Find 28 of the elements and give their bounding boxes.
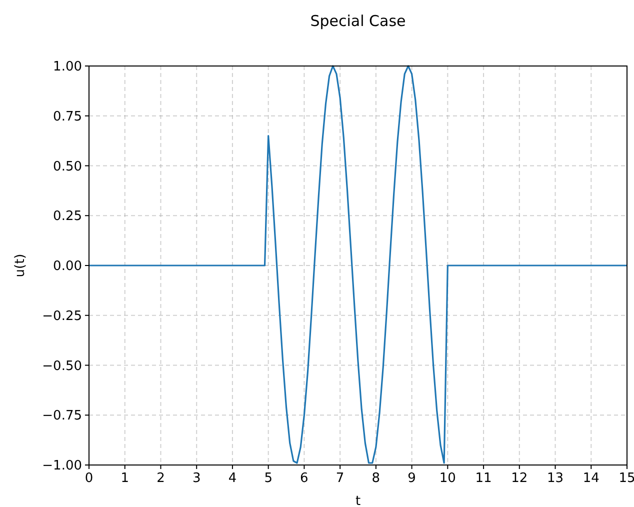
x-tick-label: 6: [300, 471, 308, 486]
x-tick-label: 10: [439, 471, 456, 486]
x-tick-label: 0: [84, 471, 94, 486]
x-tick-label: 13: [546, 471, 564, 486]
y-tick-label: −0.75: [42, 408, 82, 424]
x-tick-label: 15: [618, 471, 634, 486]
x-tick-label: 12: [511, 471, 528, 486]
y-tick-label: 0.00: [53, 259, 82, 274]
chart-title: Special Case: [310, 12, 406, 30]
x-tick-label: 8: [372, 471, 380, 486]
y-tick-label: 0.25: [53, 209, 82, 224]
y-tick-label: 0.75: [53, 109, 82, 124]
x-axis-title: t: [355, 494, 361, 507]
x-tick-label: 5: [264, 471, 272, 486]
y-tick-label: −0.50: [42, 358, 82, 374]
x-tick-label: 2: [156, 471, 165, 486]
x-tick-label: 9: [408, 471, 416, 486]
x-tick-label: 3: [192, 471, 201, 486]
x-tick-label: 14: [582, 471, 600, 486]
x-tick-label: 1: [120, 471, 130, 486]
x-tick-label: 11: [475, 471, 492, 486]
y-tick-label: −0.25: [42, 308, 82, 324]
x-tick-label: 4: [228, 471, 237, 486]
y-tick-label: −1.00: [42, 458, 82, 474]
y-tick-label: 0.50: [53, 159, 82, 174]
x-tick-label: 7: [336, 471, 344, 486]
y-axis-title: u(t): [13, 254, 28, 278]
y-tick-label: 1.00: [53, 60, 82, 75]
